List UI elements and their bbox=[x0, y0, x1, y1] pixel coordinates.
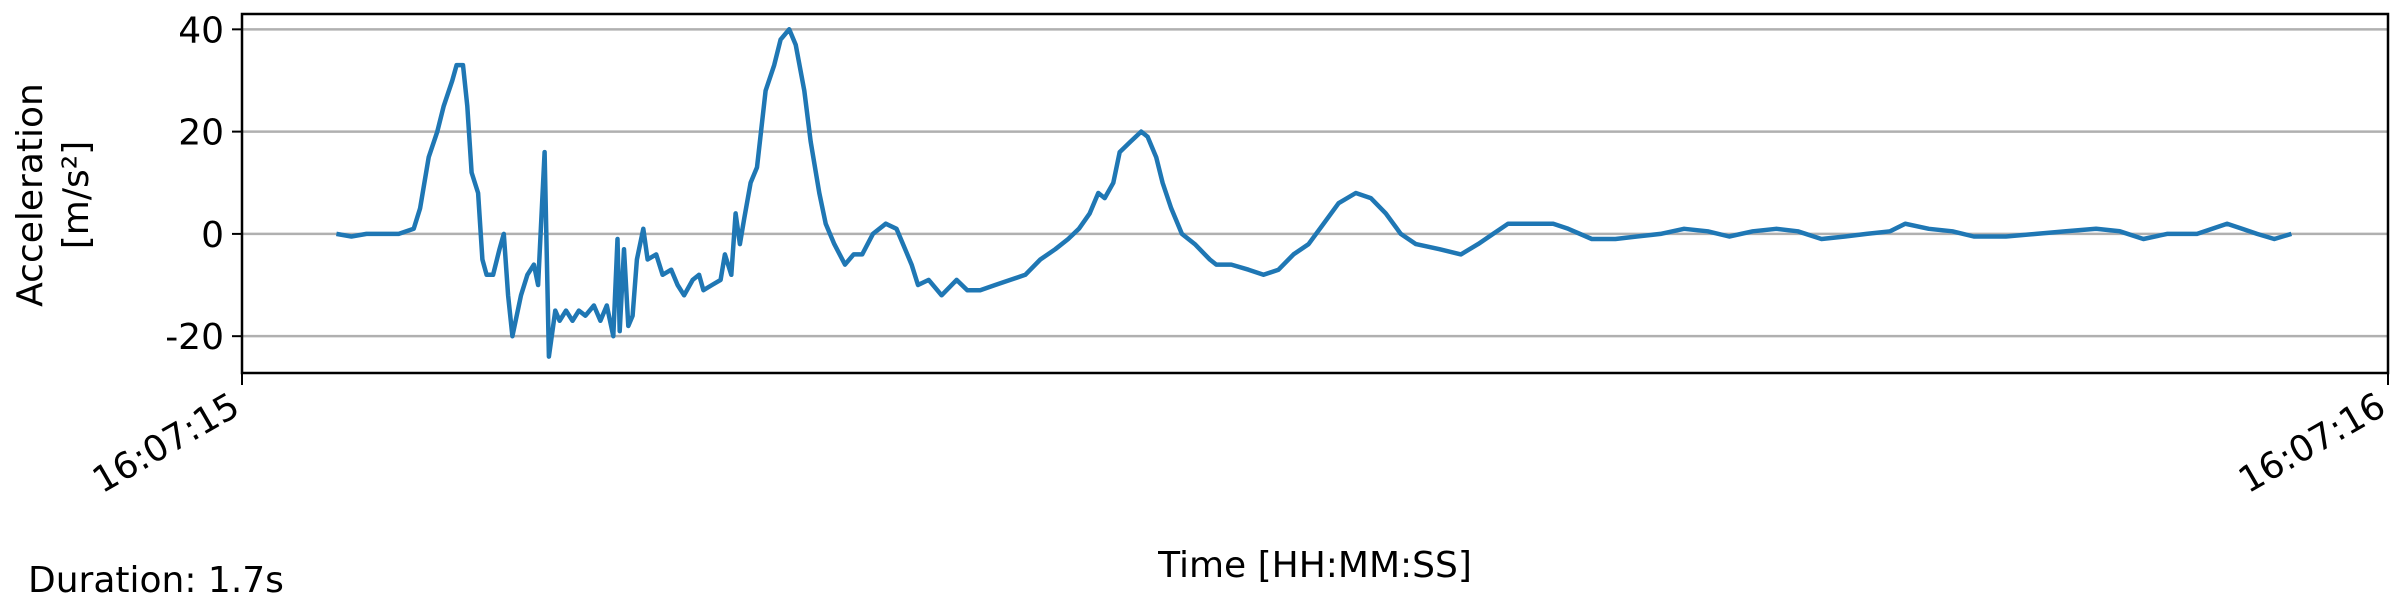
plot-frame bbox=[240, 12, 2390, 375]
y-tick-label: 0 bbox=[201, 215, 224, 256]
y-axis-label: Acceleration bbox=[10, 83, 51, 307]
y-tick-label: -20 bbox=[165, 317, 224, 358]
x-tick-label: 16:07:15 bbox=[86, 385, 247, 501]
data-line bbox=[336, 27, 2293, 359]
x-tick-label: 16:07:16 bbox=[2232, 385, 2393, 501]
annotation: Duration: 1.7s bbox=[28, 560, 284, 600]
x-axis-label: Time [HH:MM:SS] bbox=[1157, 545, 1472, 586]
y-tick-label: 20 bbox=[178, 113, 224, 154]
y-axis-label: [m/s²] bbox=[56, 141, 97, 249]
y-tick-label: 40 bbox=[178, 10, 224, 51]
